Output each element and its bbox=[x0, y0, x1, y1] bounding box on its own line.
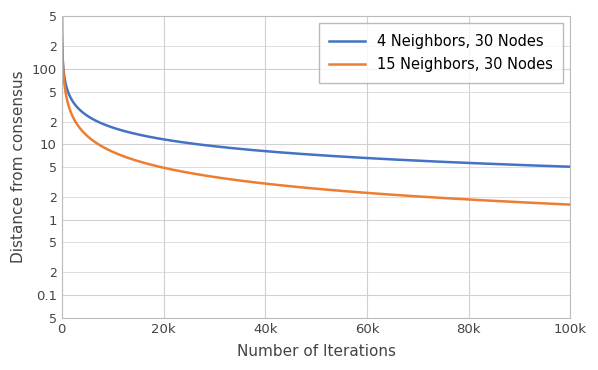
15 Neighbors, 30 Nodes bbox=[567, 202, 574, 207]
4 Neighbors, 30 Nodes bbox=[552, 164, 559, 168]
15 Neighbors, 30 Nodes bbox=[292, 185, 299, 189]
Y-axis label: Distance from consensus: Distance from consensus bbox=[11, 71, 26, 263]
15 Neighbors, 30 Nodes bbox=[552, 202, 559, 206]
15 Neighbors, 30 Nodes bbox=[306, 186, 313, 190]
15 Neighbors, 30 Nodes bbox=[552, 202, 559, 206]
15 Neighbors, 30 Nodes bbox=[84, 134, 91, 139]
4 Neighbors, 30 Nodes bbox=[292, 151, 299, 156]
4 Neighbors, 30 Nodes bbox=[552, 164, 559, 168]
Legend: 4 Neighbors, 30 Nodes, 15 Neighbors, 30 Nodes: 4 Neighbors, 30 Nodes, 15 Neighbors, 30 … bbox=[319, 23, 563, 83]
15 Neighbors, 30 Nodes bbox=[459, 197, 466, 201]
Line: 15 Neighbors, 30 Nodes: 15 Neighbors, 30 Nodes bbox=[62, 0, 570, 205]
4 Neighbors, 30 Nodes bbox=[306, 152, 313, 157]
Line: 4 Neighbors, 30 Nodes: 4 Neighbors, 30 Nodes bbox=[62, 0, 570, 167]
4 Neighbors, 30 Nodes bbox=[84, 114, 91, 118]
4 Neighbors, 30 Nodes bbox=[459, 161, 466, 165]
X-axis label: Number of Iterations: Number of Iterations bbox=[237, 344, 396, 359]
4 Neighbors, 30 Nodes bbox=[567, 165, 574, 169]
